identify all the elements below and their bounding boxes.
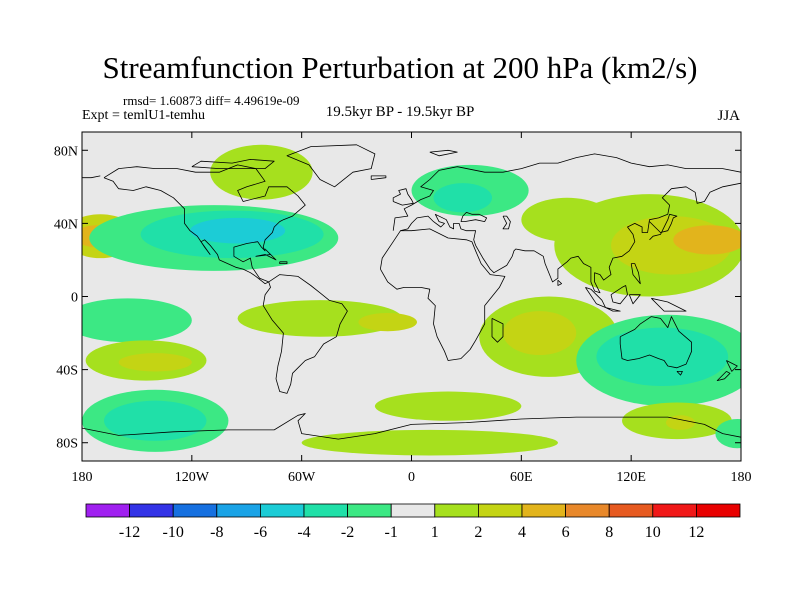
colorbar-box [259,503,305,518]
coastline [726,360,738,372]
coastline [191,159,275,169]
coastline [605,307,621,312]
y-tick-label: 0 [71,291,78,306]
x-tick-label: 180 [72,470,93,485]
field-layer [82,144,741,456]
coastline [460,212,487,222]
contour-region [301,429,558,456]
coastline [392,188,414,206]
colorbar-box [477,503,523,518]
colorbar-box [129,503,174,518]
contour-region [190,217,286,244]
colorbar-box [521,503,566,518]
contour-region [503,311,577,355]
contour-region [673,225,741,255]
coastline [400,182,741,294]
colorbar-box [303,503,348,518]
coastline-layer [82,144,741,440]
contour-region [374,391,522,421]
coastline [630,263,641,285]
contour-region [665,415,696,430]
y-tick-label: 40S [56,364,78,379]
colorbar-label: 4 [518,524,526,541]
x-tick-label: 60W [288,470,316,485]
colorbar-box [608,503,654,518]
coastline [557,279,562,286]
colorbar-label: 8 [605,524,613,541]
x-tick-label: 60E [510,470,533,485]
coastline [502,215,511,230]
colorbar-label: -10 [163,524,184,541]
colorbar-box [216,503,261,518]
coastline [716,371,731,381]
coastline [82,413,741,440]
coastline [103,164,306,285]
colorbar-label: -1 [385,524,398,541]
coastline [628,294,641,305]
contour-region [82,298,192,343]
colorbar-box [652,503,697,518]
colorbar-label: -6 [254,524,267,541]
colorbar-label: 12 [688,524,704,541]
contour-region [358,312,417,332]
experiment-label: Expt = temlU1-temhu [82,108,205,123]
colorbar-label: 1 [431,524,439,541]
colorbar-label: 6 [562,524,570,541]
contour-region [596,327,729,387]
stats-label: rmsd= 1.60873 diff= 4.49619e-09 [123,93,300,108]
contour-region [103,400,207,441]
colorbar-box [172,503,218,518]
colorbar-box [565,503,610,518]
coastline [380,228,506,361]
colorbar-label: 2 [474,524,482,541]
coastline [491,318,504,343]
colorbar-label: -4 [297,524,310,541]
coastline [651,297,687,312]
x-tick-label: 120E [616,470,646,485]
coastline [255,248,277,261]
chart-title: Streamfunction Perturbation at 200 hPa (… [102,50,698,85]
coastline [649,213,678,241]
y-tick-label: 80S [56,437,78,452]
colorbar-label: -8 [210,524,223,541]
y-tick-label: 40N [54,217,78,232]
colorbar-box [390,503,436,518]
colorbar-label: -2 [341,524,354,541]
coastline [676,371,683,376]
coastline [286,144,376,188]
coastline [392,153,741,231]
colorbar-label: 10 [645,524,661,541]
coastline [82,175,101,179]
colorbar-box [434,503,479,518]
colorbar-box [347,503,392,518]
coastline [279,261,288,264]
y-tick-label: 80N [54,144,78,159]
colorbar-label: -12 [119,524,140,541]
x-tick-label: 0 [408,470,415,485]
contour-region [118,353,192,372]
coastline [610,285,628,305]
contour-region [433,183,493,213]
coastline [619,316,692,369]
contour-region [210,144,313,200]
colorbar-box [696,503,741,518]
contour-region [715,418,741,449]
x-tick-label: 180 [731,470,752,485]
coastline [262,274,348,394]
x-tick-label: 120W [175,470,210,485]
colorbar-box [85,503,130,518]
coastline [585,287,606,308]
period-label: 19.5kyr BP - 19.5kyr BP [325,104,475,120]
coastline [370,175,387,180]
season-label: JJA [717,108,740,124]
coastline [429,149,458,157]
